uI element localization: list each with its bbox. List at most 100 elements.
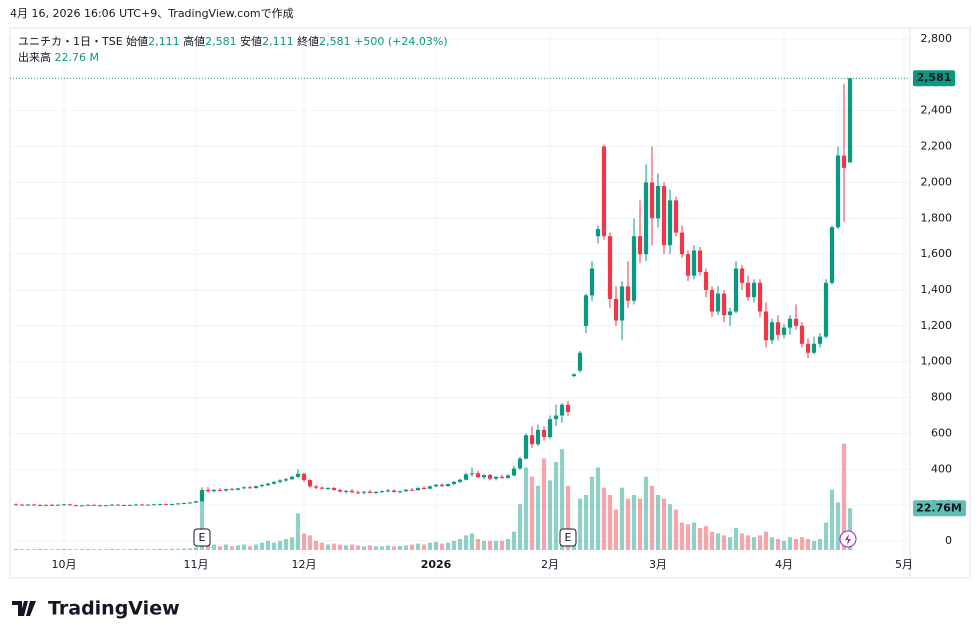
volume-bar: [505, 539, 511, 550]
volume-bar: [805, 539, 811, 550]
y-tick-label: 2,000: [921, 175, 953, 188]
event-label: E: [199, 531, 206, 544]
volume-bar: [259, 542, 265, 550]
volume-bar: [211, 544, 217, 550]
candle-body: [619, 286, 625, 321]
volume-bar: [67, 549, 73, 550]
volume-bar: [61, 548, 67, 550]
candle-body: [637, 236, 643, 255]
volume-value: 22.76 M: [55, 51, 99, 64]
volume-bar: [631, 495, 637, 550]
candle-body: [313, 486, 319, 488]
candle-body: [505, 475, 511, 478]
candle-body: [259, 485, 265, 487]
candle-body: [775, 322, 781, 335]
candle-body: [631, 236, 637, 301]
candle-body: [493, 476, 499, 479]
candle-body: [199, 489, 205, 502]
volume-bar: [97, 549, 103, 550]
candle-body: [331, 487, 337, 490]
open-label: 始値: [126, 34, 148, 48]
candle-body: [523, 435, 529, 459]
candle-body: [433, 484, 439, 487]
volume-label: 出来高: [18, 50, 51, 64]
candle-body: [337, 489, 343, 492]
candle-body: [655, 185, 661, 219]
volume-bar: [307, 535, 313, 550]
candle-body: [739, 268, 745, 283]
last-volume-tag: [913, 500, 966, 517]
candle-body: [361, 491, 367, 493]
volume-bar: [559, 449, 565, 550]
volume-bar: [85, 549, 91, 550]
candle-body: [745, 282, 751, 298]
candle-body: [145, 504, 151, 506]
volume-bar: [481, 540, 487, 550]
candle-body: [295, 473, 301, 477]
candle-body: [805, 343, 811, 353]
volume-bar: [793, 539, 799, 550]
volume-bar: [175, 548, 181, 550]
volume-bar: [643, 476, 649, 550]
candle-body: [397, 491, 403, 493]
low-label: 安値: [240, 34, 262, 48]
y-tick-label: 1,400: [921, 283, 953, 296]
candle-body: [643, 182, 649, 255]
candle-body: [769, 322, 775, 341]
volume-bar: [349, 544, 355, 550]
volume-bar: [13, 548, 19, 550]
candle-body: [235, 488, 241, 490]
candle-body: [385, 490, 391, 492]
volume-bar: [55, 549, 61, 550]
volume-bar: [595, 467, 601, 550]
volume-bar: [847, 508, 853, 550]
volume-bar: [121, 549, 127, 550]
candle-body: [265, 483, 271, 486]
volume-bar: [403, 545, 409, 550]
last-price-label: 2,581: [917, 71, 952, 84]
volume-bar: [163, 549, 169, 550]
volume-bar: [265, 540, 271, 550]
volume-bar: [457, 539, 463, 550]
volume-bar: [715, 533, 721, 550]
volume-bar: [373, 546, 379, 550]
volume-bar: [229, 546, 235, 550]
volume-bar: [517, 504, 523, 550]
volume-bar: [535, 485, 541, 550]
volume-bar: [475, 539, 481, 550]
volume-bar: [91, 549, 97, 550]
event-box: [559, 528, 577, 547]
candle-body: [307, 480, 313, 487]
candle-body: [229, 489, 235, 491]
candle-body: [205, 489, 211, 492]
candle-body: [301, 473, 307, 481]
high-value: 2,581: [205, 35, 237, 48]
volume-bar: [181, 548, 187, 550]
volume-bar: [109, 548, 115, 550]
candle-body: [553, 415, 559, 420]
candle-body: [535, 429, 541, 445]
candle-body: [601, 146, 607, 237]
candle-body: [349, 490, 355, 493]
candle-body: [139, 504, 145, 506]
candle-body: [793, 318, 799, 326]
candle-body: [673, 200, 679, 233]
volume-bar: [271, 542, 277, 550]
volume-bar: [445, 542, 451, 550]
x-tick-label: 5月: [895, 558, 913, 571]
volume-bar: [301, 533, 307, 550]
volume-bar: [799, 537, 805, 550]
candle-body: [403, 489, 409, 492]
candle-body: [421, 487, 427, 489]
candle-body: [577, 352, 583, 371]
candle-body: [499, 476, 505, 478]
volume-bar: [787, 537, 793, 550]
volume-bar: [199, 498, 205, 550]
y-tick-label: 1,000: [921, 355, 953, 368]
volume-bar: [487, 540, 493, 550]
candle-body: [547, 419, 553, 438]
candle-body: [319, 487, 325, 489]
volume-bar: [613, 509, 619, 550]
candle-body: [373, 491, 379, 493]
